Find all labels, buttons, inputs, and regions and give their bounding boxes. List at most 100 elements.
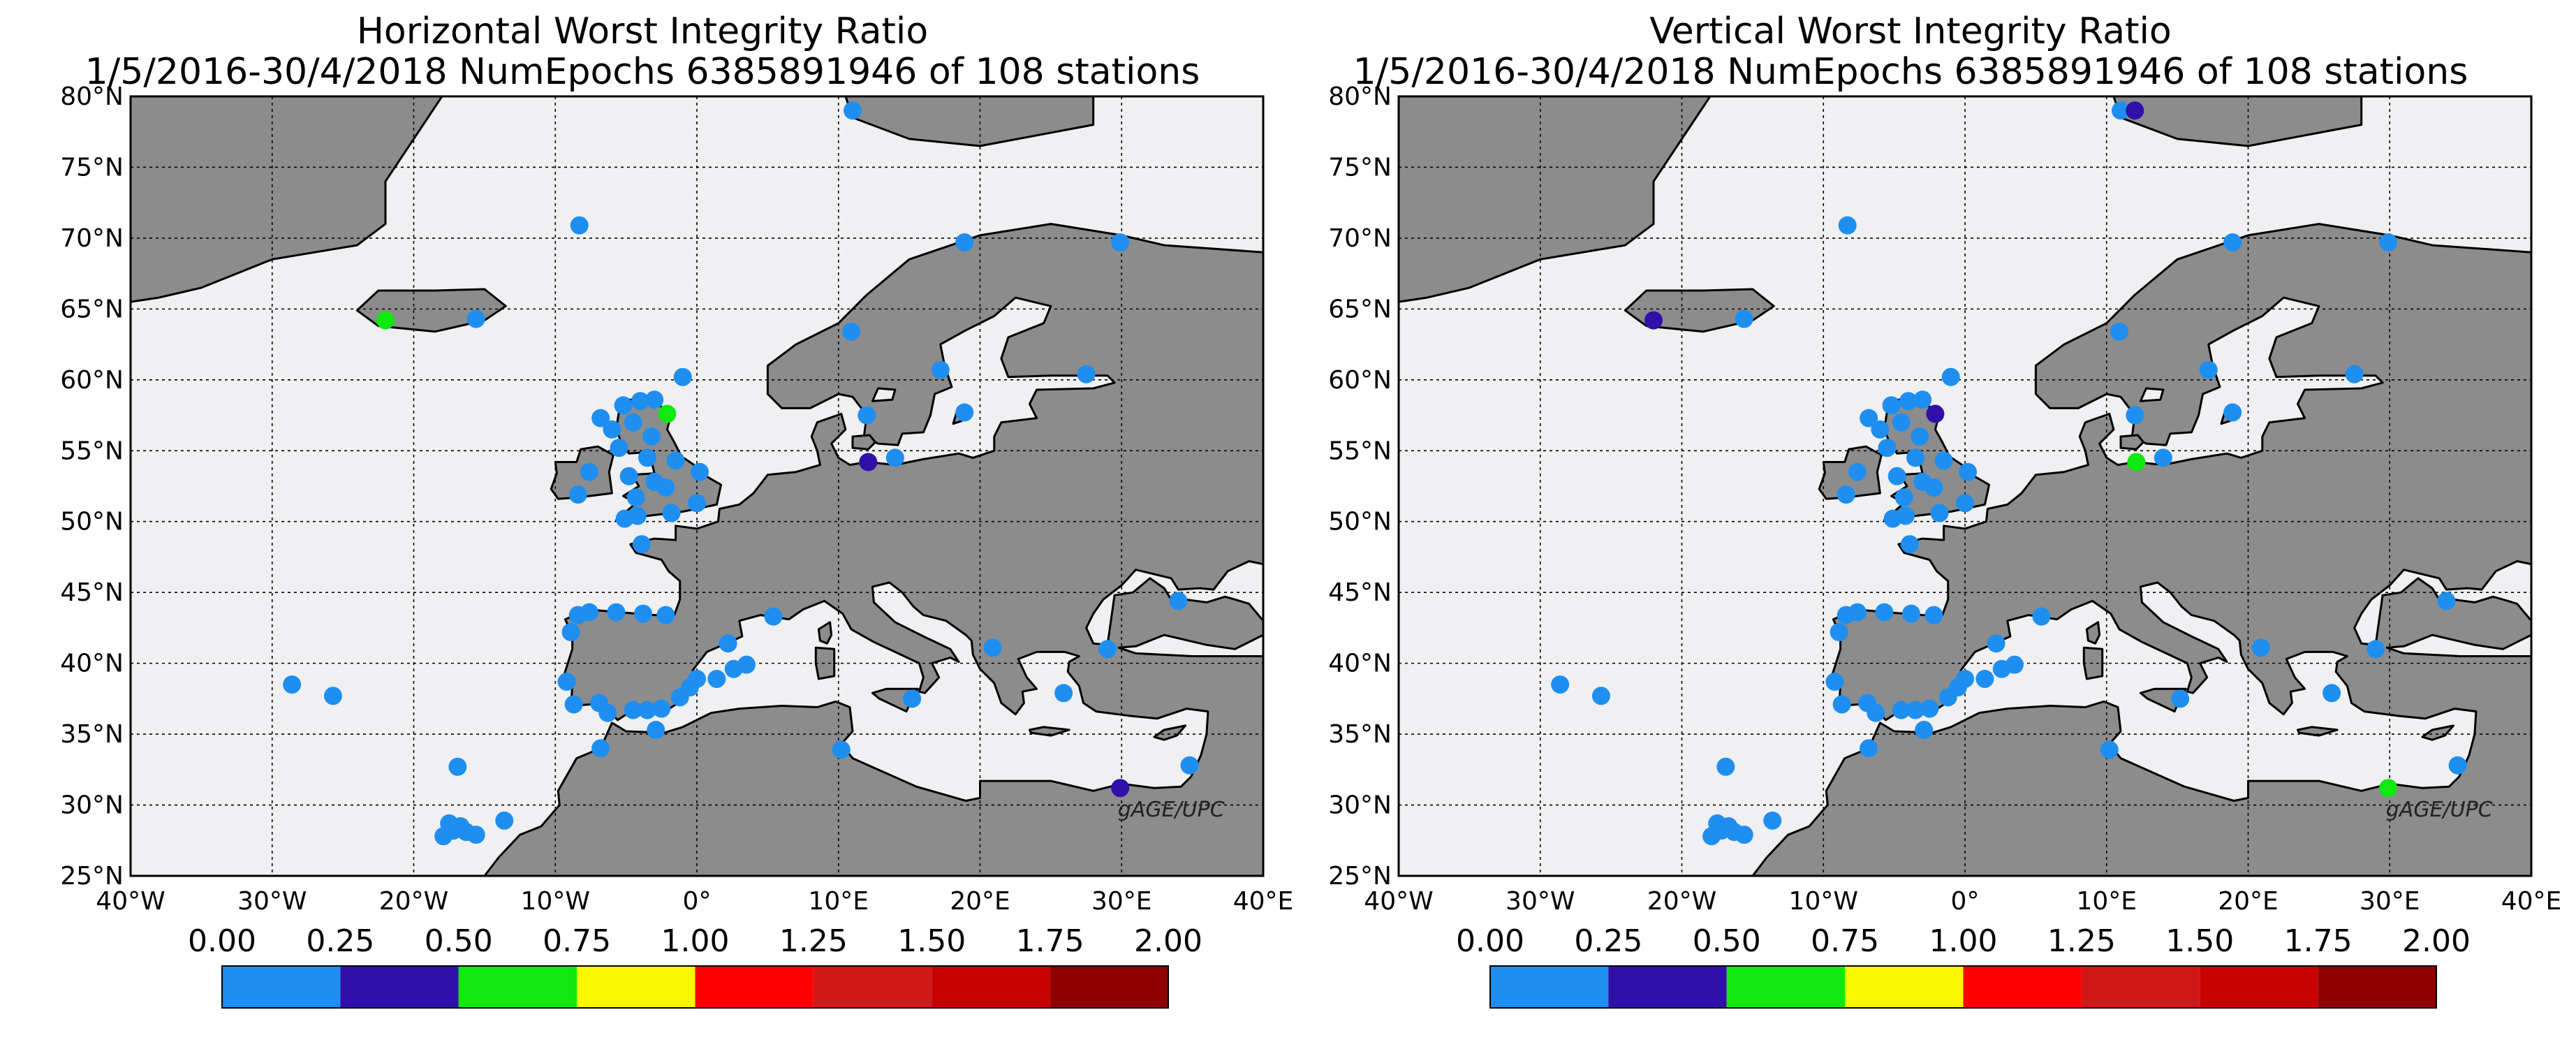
station-marker bbox=[1899, 392, 1918, 411]
station-marker bbox=[719, 634, 737, 653]
station-marker bbox=[2323, 684, 2341, 703]
station-marker bbox=[2251, 638, 2270, 657]
station-marker bbox=[1911, 427, 1929, 446]
station-marker bbox=[983, 638, 1002, 657]
caspian-edge bbox=[2385, 634, 2531, 657]
station-marker bbox=[1712, 821, 1731, 840]
station-marker bbox=[2032, 607, 2051, 626]
longitude-tick-label: 20°W bbox=[1647, 887, 1716, 916]
station-marker bbox=[1956, 669, 1974, 688]
colorbar-tick-label: 0.75 bbox=[1811, 923, 1879, 959]
station-marker bbox=[1838, 216, 1857, 235]
station-marker bbox=[1830, 622, 1848, 641]
colorbar-tick-label: 1.00 bbox=[1929, 923, 1998, 959]
station-marker bbox=[1959, 462, 1978, 481]
station-marker bbox=[1716, 757, 1735, 776]
station-marker bbox=[2379, 233, 2398, 251]
sardinia-landmass bbox=[2082, 646, 2104, 680]
latitude-tick-label: 50°N bbox=[60, 508, 124, 536]
station-marker bbox=[1860, 409, 1878, 427]
longitude-tick-label: 10°E bbox=[808, 887, 869, 916]
station-marker bbox=[638, 448, 657, 467]
station-marker bbox=[955, 403, 974, 422]
lake-vanern bbox=[871, 387, 897, 402]
station-marker bbox=[283, 675, 302, 694]
station-marker bbox=[626, 488, 645, 507]
station-marker bbox=[1180, 756, 1199, 775]
station-marker bbox=[1735, 309, 1753, 328]
station-marker bbox=[580, 462, 598, 481]
station-marker bbox=[1878, 439, 1897, 457]
station-marker bbox=[903, 689, 922, 708]
map-subtitle: 1/5/2016-30/4/2018 NumEpochs 6385891946 … bbox=[1353, 51, 2468, 93]
latitude-tick-label: 50°N bbox=[1328, 508, 1392, 536]
station-marker bbox=[376, 311, 395, 330]
colorbar-tick-label: 2.00 bbox=[2402, 923, 2471, 959]
station-marker bbox=[844, 101, 862, 120]
station-marker bbox=[1111, 233, 1130, 251]
longitude-tick-label: 20°W bbox=[379, 887, 448, 916]
station-marker bbox=[1901, 604, 1920, 623]
station-marker bbox=[645, 390, 664, 409]
longitude-tick-label: 0° bbox=[683, 887, 712, 916]
station-marker bbox=[2223, 233, 2242, 251]
station-marker bbox=[1894, 488, 1913, 507]
cyprus-landmass bbox=[2421, 724, 2454, 741]
station-marker bbox=[1551, 675, 1570, 694]
station-marker bbox=[642, 427, 661, 446]
latitude-tick-label: 60°N bbox=[1328, 366, 1392, 395]
station-marker bbox=[662, 504, 681, 522]
latitude-tick-label: 65°N bbox=[60, 295, 124, 323]
greenland-landmass bbox=[1399, 96, 1712, 303]
station-marker bbox=[1832, 695, 1851, 714]
station-marker bbox=[591, 409, 610, 427]
longitude-tick-label: 10°W bbox=[521, 887, 590, 916]
colorbar-tick-label: 0.00 bbox=[188, 923, 256, 959]
latitude-tick-label: 35°N bbox=[1328, 720, 1392, 749]
caspian-edge bbox=[1117, 634, 1263, 657]
station-marker bbox=[931, 360, 950, 379]
latitude-tick-label: 80°N bbox=[60, 82, 124, 111]
station-marker bbox=[955, 233, 974, 251]
latitude-tick-label: 40°N bbox=[60, 650, 124, 678]
station-marker bbox=[610, 439, 628, 457]
zealand-landmass bbox=[851, 434, 876, 451]
colorbar-segment bbox=[695, 966, 814, 1008]
station-marker bbox=[598, 703, 617, 722]
colorbar-segment bbox=[222, 966, 341, 1008]
station-marker bbox=[619, 467, 638, 485]
station-marker bbox=[2171, 689, 2190, 708]
latitude-tick-label: 70°N bbox=[60, 224, 124, 253]
colorbar-tick-label: 0.75 bbox=[543, 923, 611, 959]
latitude-tick-label: 35°N bbox=[60, 720, 124, 749]
latitude-tick-label: 55°N bbox=[60, 437, 124, 465]
station-marker bbox=[1837, 485, 1855, 504]
latitude-tick-label: 40°N bbox=[1328, 650, 1392, 678]
station-marker bbox=[570, 216, 589, 235]
station-marker bbox=[1883, 509, 1902, 528]
station-marker bbox=[615, 509, 634, 528]
station-marker bbox=[1887, 467, 1906, 485]
station-marker bbox=[614, 396, 633, 415]
map-chart: 25°N 30°N 35°N 40°N 45°N 50°N 55°N 60°N 65°N 70°N… bbox=[1328, 82, 2561, 1009]
corsica-landmass bbox=[2085, 621, 2101, 645]
station-marker bbox=[1882, 396, 1901, 415]
latitude-tick-label: 25°N bbox=[1328, 862, 1392, 891]
station-marker bbox=[607, 603, 626, 622]
station-marker bbox=[737, 655, 756, 674]
colorbar-tick-label: 1.75 bbox=[2284, 923, 2353, 959]
station-marker bbox=[2127, 453, 2146, 471]
station-marker bbox=[658, 404, 677, 423]
station-marker bbox=[1975, 669, 1994, 688]
greenland-landmass bbox=[131, 96, 443, 303]
map-landmasses bbox=[1399, 96, 2531, 876]
station-marker bbox=[688, 494, 706, 513]
station-marker bbox=[632, 535, 651, 554]
station-marker bbox=[1591, 687, 1610, 705]
station-marker bbox=[647, 721, 665, 740]
station-marker bbox=[859, 453, 878, 471]
colorbar-segment bbox=[1726, 966, 1846, 1008]
longitude-tick-label: 30°E bbox=[2360, 887, 2420, 916]
colorbar-frame bbox=[1489, 965, 2437, 1009]
longitude-tick-label: 30°W bbox=[237, 887, 307, 916]
